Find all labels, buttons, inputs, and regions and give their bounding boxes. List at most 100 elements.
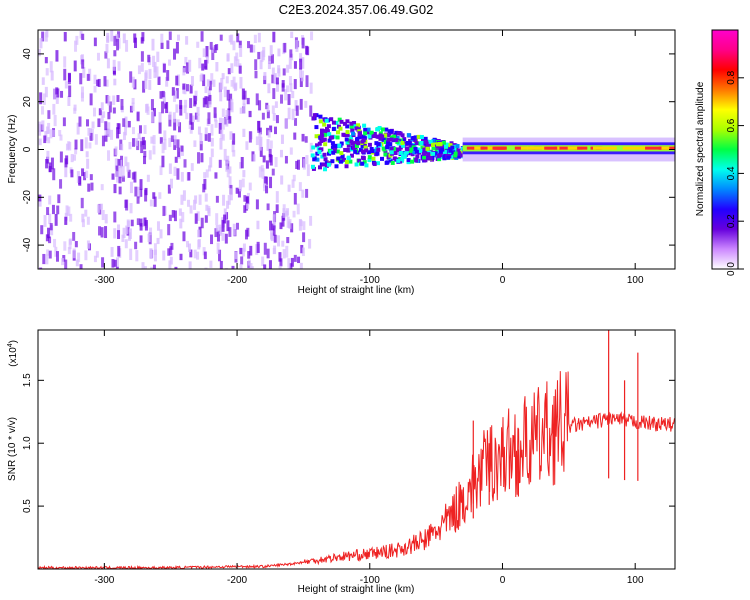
spectrogram-cell	[204, 127, 208, 135]
spectrogram-cell	[383, 140, 388, 145]
spectrogram-cell	[372, 131, 377, 136]
spectrogram-cell	[110, 30, 114, 42]
spectrogram-cell	[286, 237, 290, 244]
spectrogram-cell	[330, 141, 335, 146]
spectrogram-cell	[188, 120, 192, 130]
spectrogram-cell	[101, 135, 105, 147]
spectrogram-cell	[257, 51, 261, 60]
spectrogram-cell	[117, 230, 121, 240]
y-tick-label: -40	[22, 237, 33, 252]
spectrogram-cell	[354, 140, 359, 145]
spectrogram-cell	[126, 162, 130, 172]
spectrogram-cell	[215, 195, 219, 203]
spectrogram-cell	[122, 118, 126, 127]
spectrogram-cell	[53, 238, 57, 248]
spectrogram-cell	[270, 54, 274, 64]
spectrogram-cell	[161, 155, 165, 168]
spectrogram-cell	[204, 133, 208, 141]
spectrogram-cell	[322, 122, 327, 127]
spectrogram-cell	[324, 160, 329, 165]
spectrogram-cell	[113, 35, 117, 46]
spectrogram-cell	[206, 79, 210, 87]
spectrogram-cell	[292, 210, 296, 218]
carrier-peak	[466, 146, 475, 150]
spectrogram-cell	[370, 149, 375, 154]
spectrogram-cell	[183, 159, 187, 168]
spectrogram-cell	[290, 257, 294, 267]
spectrogram-cell	[111, 259, 115, 268]
spectrogram-cell	[138, 125, 142, 134]
spectrogram-cell	[214, 172, 218, 179]
spectrogram-cell	[144, 78, 148, 90]
spectrogram-cell	[273, 126, 277, 135]
spectrogram-cell	[152, 55, 156, 67]
spectrogram-cell	[364, 148, 369, 153]
spectrogram-cell	[382, 147, 387, 152]
spectrogram-cell	[49, 223, 53, 231]
spectrogram-cell	[242, 128, 246, 137]
spectrogram-cell	[75, 35, 79, 45]
spectrogram-cell	[288, 57, 292, 69]
spectrogram-cell	[163, 130, 167, 141]
spectrogram-cell	[400, 133, 405, 138]
spectrogram-cell	[89, 174, 93, 181]
spectrogram-cell	[56, 205, 60, 215]
spectrogram-cell	[248, 131, 252, 143]
spectrogram-cell	[419, 140, 424, 145]
spectrogram-cell	[173, 118, 177, 131]
spectrogram-cell	[161, 142, 165, 154]
spectrogram-cell	[202, 74, 206, 87]
spectrogram-cell	[247, 41, 251, 49]
spectrogram-cell	[284, 155, 288, 164]
carrier-peak	[592, 146, 609, 150]
spectrogram-cell	[272, 112, 276, 121]
spectrogram-cell	[184, 56, 188, 65]
spectrogram-cell	[383, 152, 388, 157]
spectrogram-cell	[353, 124, 358, 129]
spectrogram-cell	[226, 168, 230, 178]
spectrogram-cell	[261, 256, 265, 266]
spectrogram-cell	[78, 176, 82, 186]
spectrogram-cell	[131, 76, 135, 88]
spectrogram-cell	[153, 249, 157, 262]
spectrogram-cell	[281, 215, 285, 227]
spectrogram-cell	[249, 263, 253, 269]
spectrogram-cell	[416, 147, 421, 152]
spectrogram-cell	[39, 92, 43, 105]
spectrogram-cell	[456, 154, 461, 159]
spectrogram-cell	[93, 85, 97, 93]
spectrogram-cell	[351, 131, 356, 136]
spectrogram-cell	[314, 134, 319, 139]
spectrogram-cell	[139, 218, 143, 227]
spectrogram-cell	[81, 59, 85, 69]
spectrogram-cell	[159, 165, 163, 176]
spectrogram-cell	[45, 158, 49, 169]
spectrogram-cell	[152, 107, 156, 117]
spectrogram-cell	[246, 97, 250, 105]
spectrogram-cell	[273, 74, 277, 84]
spectrogram-cell	[389, 150, 394, 155]
spectrogram-cell	[132, 138, 136, 147]
spectrogram-cell	[299, 77, 303, 88]
spectrogram-cell	[133, 171, 137, 183]
spectrogram-cell	[223, 148, 227, 161]
spectrogram-cell	[241, 178, 245, 188]
spectrogram-cell	[100, 227, 104, 238]
spectrogram-cell	[288, 76, 292, 86]
spectrogram-cell	[265, 160, 269, 169]
y-tick-label: 1.5	[22, 373, 33, 387]
spectrogram-cell	[139, 188, 143, 197]
spectrogram-cell	[106, 35, 110, 44]
spectrogram-cell	[232, 133, 236, 145]
spectrogram-cell	[344, 137, 349, 142]
spectrogram-cell	[367, 142, 372, 147]
spectrogram-cell	[441, 140, 446, 145]
spectrogram-cell	[140, 63, 144, 72]
spectrogram-cell	[232, 223, 236, 236]
spectrogram-cell	[189, 84, 193, 94]
spectrogram-cell	[218, 249, 222, 262]
spectrogram-cell	[225, 161, 229, 172]
spectrogram-cell	[275, 77, 279, 85]
spectrogram-cell	[143, 217, 147, 226]
